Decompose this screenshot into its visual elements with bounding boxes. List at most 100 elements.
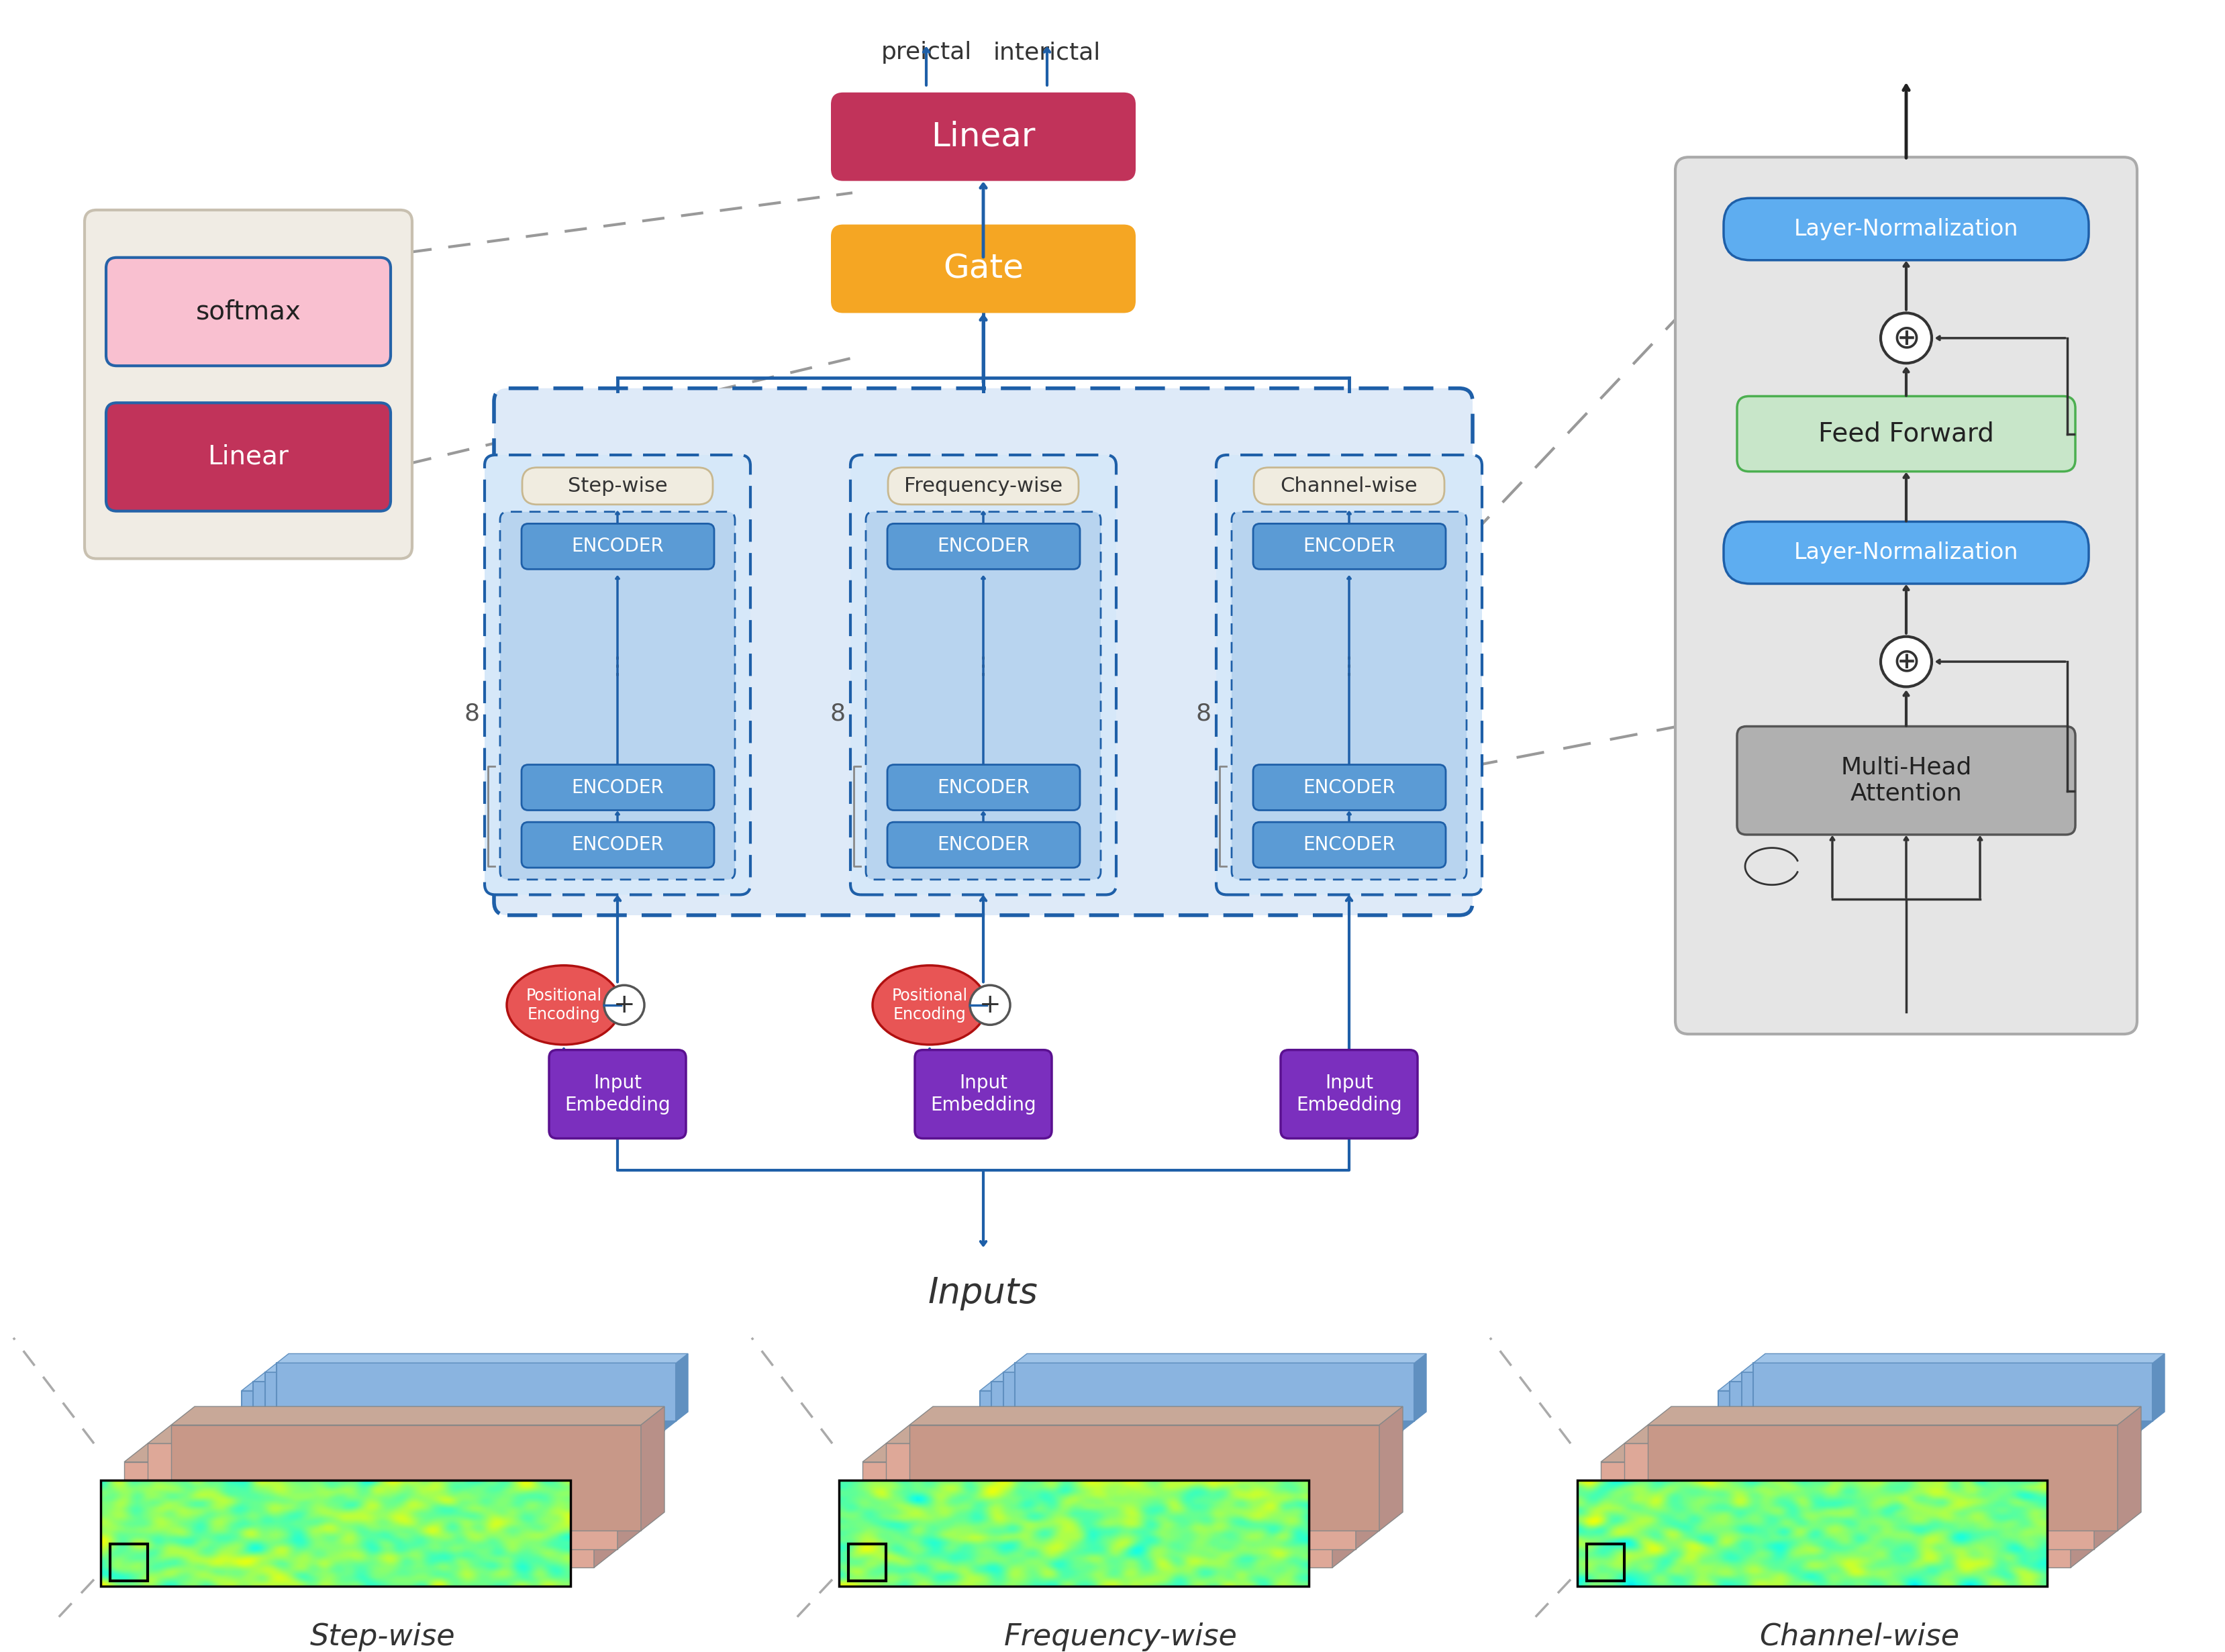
FancyBboxPatch shape bbox=[1253, 524, 1446, 570]
Polygon shape bbox=[2116, 1406, 2140, 1531]
Text: Channel-wise: Channel-wise bbox=[1279, 476, 1417, 496]
Bar bbox=[1578, 1480, 2047, 1586]
Bar bbox=[1015, 1363, 1415, 1421]
Text: Inputs: Inputs bbox=[928, 1275, 1039, 1310]
Text: 8: 8 bbox=[830, 702, 845, 725]
Text: ENCODER: ENCODER bbox=[1304, 778, 1395, 796]
Circle shape bbox=[970, 985, 1010, 1024]
Circle shape bbox=[1880, 636, 1931, 687]
Bar bbox=[863, 1462, 1333, 1568]
Polygon shape bbox=[1646, 1406, 2140, 1426]
Polygon shape bbox=[863, 1444, 1355, 1462]
Circle shape bbox=[603, 985, 645, 1024]
Polygon shape bbox=[1600, 1444, 2094, 1462]
Text: ⋮: ⋮ bbox=[1337, 656, 1362, 679]
FancyBboxPatch shape bbox=[888, 765, 1079, 809]
Bar bbox=[979, 1391, 1379, 1449]
FancyBboxPatch shape bbox=[523, 468, 712, 504]
FancyBboxPatch shape bbox=[888, 823, 1079, 867]
Polygon shape bbox=[1355, 1426, 1380, 1550]
Circle shape bbox=[1880, 312, 1931, 363]
Bar bbox=[1003, 1373, 1402, 1431]
Polygon shape bbox=[1003, 1363, 1415, 1373]
Text: Frequency-wise: Frequency-wise bbox=[1003, 1622, 1237, 1652]
Text: ENCODER: ENCODER bbox=[937, 778, 1030, 796]
Bar bbox=[839, 1480, 1308, 1586]
Polygon shape bbox=[1753, 1353, 2165, 1363]
FancyBboxPatch shape bbox=[1722, 522, 2087, 583]
Polygon shape bbox=[1380, 1381, 1391, 1449]
Bar bbox=[1742, 1373, 2140, 1431]
Polygon shape bbox=[652, 1373, 665, 1439]
FancyBboxPatch shape bbox=[1215, 454, 1482, 895]
Bar bbox=[265, 1373, 665, 1431]
FancyBboxPatch shape bbox=[850, 454, 1117, 895]
Text: ENCODER: ENCODER bbox=[572, 537, 663, 555]
Polygon shape bbox=[1015, 1353, 1426, 1363]
Text: ⋮: ⋮ bbox=[970, 656, 995, 679]
FancyBboxPatch shape bbox=[1253, 468, 1444, 504]
Bar bbox=[1729, 1381, 2129, 1439]
Polygon shape bbox=[676, 1353, 688, 1421]
Polygon shape bbox=[1333, 1444, 1355, 1568]
Text: Multi-Head
Attention: Multi-Head Attention bbox=[1840, 757, 1971, 805]
Polygon shape bbox=[1718, 1381, 2129, 1391]
Bar bbox=[243, 1391, 641, 1449]
Text: preictal: preictal bbox=[881, 41, 972, 64]
Text: Linear: Linear bbox=[930, 121, 1035, 152]
Text: +: + bbox=[614, 993, 634, 1018]
Polygon shape bbox=[910, 1406, 1402, 1426]
Polygon shape bbox=[665, 1363, 676, 1431]
Text: ⋮: ⋮ bbox=[605, 656, 630, 679]
FancyBboxPatch shape bbox=[830, 225, 1135, 312]
Polygon shape bbox=[1729, 1373, 2140, 1381]
Text: softmax: softmax bbox=[196, 299, 300, 324]
Polygon shape bbox=[1742, 1363, 2152, 1373]
Text: ENCODER: ENCODER bbox=[937, 836, 1030, 854]
Text: Feed Forward: Feed Forward bbox=[1818, 421, 1994, 446]
Bar bbox=[1646, 1426, 2116, 1531]
Bar bbox=[992, 1381, 1391, 1439]
Text: Input
Embedding: Input Embedding bbox=[1295, 1074, 1402, 1115]
FancyBboxPatch shape bbox=[914, 1051, 1052, 1138]
Text: ENCODER: ENCODER bbox=[572, 778, 663, 796]
Bar bbox=[125, 1462, 594, 1568]
Text: Linear: Linear bbox=[207, 444, 289, 469]
Bar bbox=[1718, 1391, 2116, 1449]
Text: Positional
Encoding: Positional Encoding bbox=[892, 988, 968, 1023]
Polygon shape bbox=[886, 1426, 1380, 1444]
FancyBboxPatch shape bbox=[521, 765, 714, 809]
Polygon shape bbox=[2129, 1373, 2140, 1439]
FancyBboxPatch shape bbox=[1722, 198, 2087, 259]
Bar bbox=[1600, 1462, 2069, 1568]
Text: ENCODER: ENCODER bbox=[572, 836, 663, 854]
FancyBboxPatch shape bbox=[485, 454, 750, 895]
FancyBboxPatch shape bbox=[888, 524, 1079, 570]
Bar bbox=[848, 1545, 886, 1581]
FancyBboxPatch shape bbox=[107, 403, 392, 510]
Polygon shape bbox=[641, 1406, 665, 1531]
FancyBboxPatch shape bbox=[1736, 727, 2074, 834]
Text: ⊕: ⊕ bbox=[1891, 322, 1920, 354]
FancyBboxPatch shape bbox=[521, 823, 714, 867]
FancyBboxPatch shape bbox=[1675, 157, 2136, 1034]
Polygon shape bbox=[1391, 1373, 1402, 1439]
Text: Frequency-wise: Frequency-wise bbox=[903, 476, 1061, 496]
Polygon shape bbox=[979, 1381, 1391, 1391]
Polygon shape bbox=[171, 1406, 665, 1426]
Text: Input
Embedding: Input Embedding bbox=[565, 1074, 670, 1115]
Text: ENCODER: ENCODER bbox=[1304, 537, 1395, 555]
Text: +: + bbox=[979, 993, 1001, 1018]
Polygon shape bbox=[616, 1426, 641, 1550]
Text: Step-wise: Step-wise bbox=[309, 1622, 456, 1652]
Bar bbox=[1624, 1444, 2094, 1550]
Bar bbox=[100, 1480, 570, 1586]
Text: ENCODER: ENCODER bbox=[1304, 836, 1395, 854]
Polygon shape bbox=[265, 1363, 676, 1373]
Polygon shape bbox=[147, 1426, 641, 1444]
Polygon shape bbox=[1380, 1406, 1402, 1531]
Bar bbox=[276, 1363, 676, 1421]
FancyBboxPatch shape bbox=[1736, 396, 2074, 471]
Bar bbox=[171, 1426, 641, 1531]
Bar bbox=[886, 1444, 1355, 1550]
